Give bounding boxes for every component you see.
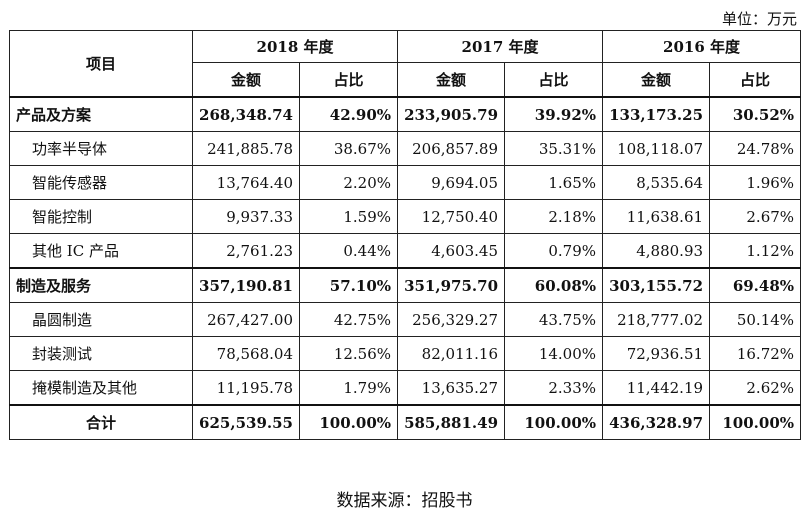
row-label: 制造及服务: [9, 267, 193, 303]
amount-cell: 218,777.02: [602, 302, 711, 337]
ratio-cell: 60.08%: [504, 267, 604, 303]
header-row-metrics: 金额 占比 金额 占比 金额 占比: [10, 62, 802, 98]
table-row: 掩模制造及其他 11,195.78 1.79% 13,635.27 2.33% 11,44…: [9, 370, 802, 406]
amount-cell: 133,173.25: [602, 96, 711, 132]
column-header-amount: 金额: [192, 62, 300, 98]
ratio-cell: 100.00%: [298, 404, 399, 440]
section-row: 产品及方案 268,348.74 42.90% 233,905.79 39.92% 133…: [9, 96, 802, 132]
column-header-year-2018: 2018 年度: [191, 30, 399, 63]
row-label: 产品及方案: [9, 96, 193, 132]
amount-cell: 351,975.70: [397, 267, 506, 303]
row-label: 功率半导体: [9, 131, 193, 166]
ratio-cell: 69.48%: [709, 267, 802, 303]
amount-cell: 436,328.97: [602, 404, 711, 440]
ratio-cell: 24.78%: [709, 131, 802, 166]
row-label: 封装测试: [9, 336, 193, 371]
amount-cell: 241,885.78: [192, 131, 300, 166]
row-label: 合计: [9, 404, 193, 440]
ratio-cell: 42.75%: [298, 302, 399, 337]
ratio-cell: 0.44%: [298, 233, 399, 269]
amount-cell: 4,880.93: [602, 233, 711, 269]
table-row: 智能控制 9,937.33 1.59% 12,750.40 2.18% 11,638.61…: [9, 199, 802, 234]
amount-cell: 2,761.23: [192, 233, 300, 269]
amount-cell: 11,195.78: [192, 370, 300, 406]
ratio-cell: 43.75%: [504, 302, 604, 337]
ratio-cell: 50.14%: [709, 302, 802, 337]
amount-cell: 82,011.16: [397, 336, 506, 371]
amount-cell: 268,348.74: [192, 96, 300, 132]
row-label: 智能传感器: [9, 165, 193, 200]
table-row: 封装测试 78,568.04 12.56% 82,011.16 14.00% 72,936…: [9, 336, 802, 371]
column-header-amount: 金额: [397, 62, 506, 98]
ratio-cell: 2.62%: [709, 370, 802, 406]
amount-cell: 585,881.49: [397, 404, 506, 440]
ratio-cell: 2.33%: [504, 370, 604, 406]
column-header-year-2016: 2016 年度: [602, 30, 802, 63]
amount-cell: 13,635.27: [397, 370, 506, 406]
amount-cell: 11,638.61: [602, 199, 711, 234]
revenue-table: 项目 2018 年度 2017 年度 2016 年度 金额 占比 金额 占比 金…: [9, 30, 802, 440]
amount-cell: 206,857.89: [397, 131, 506, 166]
amount-cell: 625,539.55: [192, 404, 300, 440]
amount-cell: 11,442.19: [602, 370, 711, 406]
amount-cell: 108,118.07: [602, 131, 711, 166]
amount-cell: 8,535.64: [602, 165, 711, 200]
source-note: 数据来源：招股书: [336, 491, 473, 511]
amount-cell: 72,936.51: [602, 336, 711, 371]
amount-cell: 12,750.40: [397, 199, 506, 234]
table-row: 智能传感器 13,764.40 2.20% 9,694.05 1.65% 8,535.64…: [9, 165, 802, 200]
amount-cell: 267,427.00: [192, 302, 300, 337]
ratio-cell: 0.79%: [504, 233, 604, 269]
ratio-cell: 100.00%: [709, 404, 802, 440]
ratio-cell: 57.10%: [298, 267, 399, 303]
ratio-cell: 1.59%: [298, 199, 399, 234]
amount-cell: 9,937.33: [192, 199, 300, 234]
table-row: 其他 IC 产品 2,761.23 0.44% 4,603.45 0.79% 4,880.…: [9, 233, 802, 269]
section-row: 制造及服务 357,190.81 57.10% 351,975.70 60.08% 303…: [9, 267, 802, 303]
amount-cell: 256,329.27: [397, 302, 506, 337]
ratio-cell: 2.20%: [298, 165, 399, 200]
column-header-year-2017: 2017 年度: [397, 30, 604, 63]
ratio-cell: 14.00%: [504, 336, 604, 371]
row-label: 晶圆制造: [9, 302, 193, 337]
amount-cell: 303,155.72: [602, 267, 711, 303]
column-header-amount: 金额: [602, 62, 711, 98]
ratio-cell: 1.96%: [709, 165, 802, 200]
header-row-years: 项目 2018 年度 2017 年度 2016 年度: [9, 30, 802, 98]
total-row: 合计 625,539.55 100.00% 585,881.49 100.00% 436,…: [9, 404, 802, 440]
ratio-cell: 16.72%: [709, 336, 802, 371]
ratio-cell: 38.67%: [298, 131, 399, 166]
ratio-cell: 12.56%: [298, 336, 399, 371]
table-row: 晶圆制造 267,427.00 42.75% 256,329.27 43.75% 218,…: [9, 302, 802, 337]
column-header-ratio: 占比: [298, 62, 399, 98]
amount-cell: 9,694.05: [397, 165, 506, 200]
row-label: 其他 IC 产品: [9, 233, 193, 269]
ratio-cell: 1.65%: [504, 165, 604, 200]
row-label: 智能控制: [9, 199, 193, 234]
ratio-cell: 35.31%: [504, 131, 604, 166]
unit-label: 单位：万元: [721, 10, 797, 28]
ratio-cell: 30.52%: [709, 96, 802, 132]
amount-cell: 4,603.45: [397, 233, 506, 269]
row-label: 掩模制造及其他: [9, 370, 193, 406]
column-header-ratio: 占比: [504, 62, 604, 98]
ratio-cell: 39.92%: [504, 96, 604, 132]
ratio-cell: 42.90%: [298, 96, 399, 132]
ratio-cell: 1.12%: [709, 233, 802, 269]
amount-cell: 78,568.04: [192, 336, 300, 371]
ratio-cell: 2.67%: [709, 199, 802, 234]
column-header-ratio: 占比: [709, 62, 802, 98]
ratio-cell: 2.18%: [504, 199, 604, 234]
ratio-cell: 100.00%: [504, 404, 604, 440]
column-header-item: 项目: [9, 30, 193, 98]
table-row: 功率半导体 241,885.78 38.67% 206,857.89 35.31% 108…: [9, 131, 802, 166]
amount-cell: 13,764.40: [192, 165, 300, 200]
table-body: 产品及方案 268,348.74 42.90% 233,905.79 39.92% 133…: [9, 96, 802, 440]
ratio-cell: 1.79%: [298, 370, 399, 406]
amount-cell: 233,905.79: [397, 96, 506, 132]
amount-cell: 357,190.81: [192, 267, 300, 303]
